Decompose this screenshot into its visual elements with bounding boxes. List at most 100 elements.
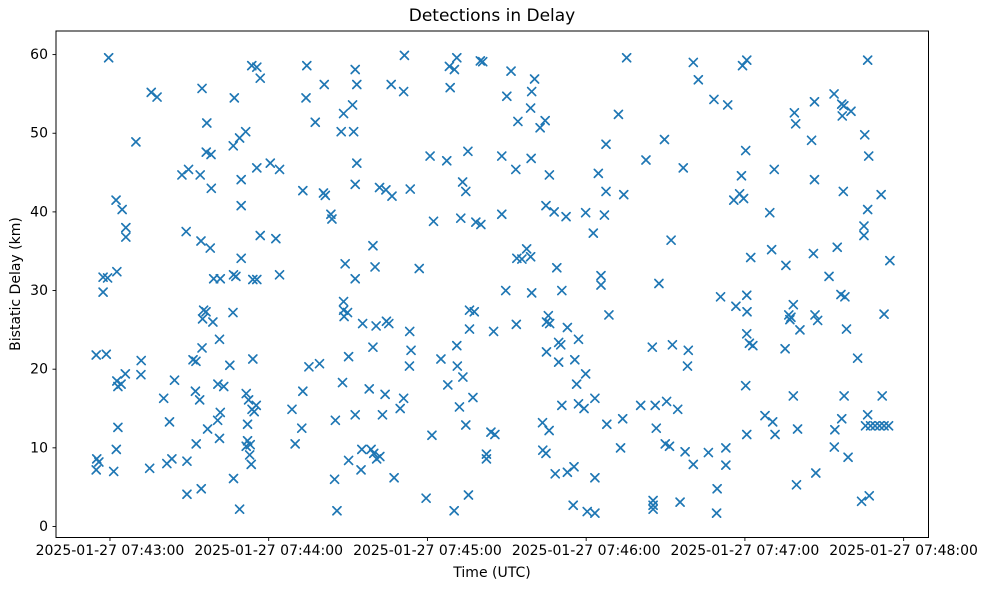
data-point-marker	[213, 379, 223, 389]
data-point-marker	[343, 351, 354, 362]
data-point-marker	[395, 403, 406, 414]
data-point-marker	[201, 118, 212, 128]
data-point-marker	[197, 314, 208, 324]
data-point-marker	[301, 93, 311, 103]
data-point-marker	[810, 310, 820, 320]
data-point-marker	[510, 164, 521, 175]
data-point-marker	[290, 439, 301, 449]
data-point-marker	[660, 439, 671, 449]
data-point-marker	[721, 460, 731, 470]
data-point-marker	[601, 139, 611, 150]
data-point-marker	[265, 158, 276, 168]
data-point-marker	[451, 340, 462, 351]
data-point-marker	[191, 356, 201, 367]
x-tick-label: 2025-01-27 07:48:00	[829, 543, 978, 559]
data-point-marker	[113, 422, 123, 433]
data-point-marker	[659, 134, 670, 145]
data-point-marker	[672, 404, 683, 415]
data-point-marker	[103, 52, 114, 63]
data-point-marker	[601, 186, 611, 197]
data-point-marker	[809, 96, 820, 107]
data-point-marker	[330, 415, 341, 426]
data-point-marker	[521, 244, 532, 254]
data-point-marker	[678, 162, 689, 173]
axes-spines	[55, 30, 929, 538]
data-point-marker	[251, 400, 262, 411]
data-point-marker	[458, 372, 468, 382]
data-point-marker	[236, 200, 247, 211]
data-point-marker	[428, 216, 439, 227]
data-point-marker	[838, 186, 849, 197]
data-point-marker	[287, 404, 297, 415]
data-point-marker	[371, 321, 381, 331]
data-point-marker	[648, 504, 658, 515]
data-point-marker	[740, 380, 751, 391]
data-point-marker	[374, 182, 385, 193]
data-point-marker	[247, 354, 258, 364]
data-point-marker	[648, 500, 658, 511]
data-point-marker	[650, 400, 661, 411]
data-point-marker	[98, 287, 108, 297]
data-point-marker	[535, 122, 545, 133]
data-point-marker	[255, 73, 266, 84]
data-point-marker	[350, 409, 361, 420]
data-point-marker	[785, 314, 795, 325]
data-point-marker	[364, 384, 375, 394]
data-point-marker	[205, 243, 216, 253]
data-point-marker	[846, 106, 856, 117]
data-point-marker	[501, 91, 512, 102]
data-point-marker	[195, 170, 206, 180]
data-point-marker	[680, 446, 690, 457]
data-point-marker	[789, 107, 800, 118]
data-point-marker	[427, 430, 437, 441]
data-point-marker	[741, 55, 752, 65]
data-point-marker	[338, 108, 349, 119]
data-point-marker	[490, 429, 500, 440]
data-point-marker	[596, 280, 606, 290]
data-point-marker	[111, 444, 122, 455]
data-point-marker	[246, 60, 257, 71]
data-point-marker	[792, 424, 803, 434]
data-point-marker	[314, 358, 325, 369]
data-point-marker	[389, 472, 399, 483]
data-point-marker	[541, 347, 552, 357]
data-point-marker	[809, 174, 820, 185]
data-point-marker	[641, 155, 651, 165]
data-point-marker	[329, 474, 340, 485]
data-point-marker	[862, 409, 873, 420]
data-point-marker	[208, 317, 218, 327]
x-tick-label: 2025-01-27 07:43:00	[36, 543, 185, 559]
data-point-marker	[568, 500, 579, 511]
data-point-marker	[454, 402, 465, 412]
data-point-marker	[356, 465, 366, 475]
data-point-marker	[500, 285, 511, 296]
x-axis-ticks: 2025-01-27 07:43:00 2025-01-27 07:44:00 20…	[36, 537, 978, 559]
data-point-marker	[214, 334, 225, 345]
data-point-marker	[270, 233, 281, 244]
data-point-marker	[838, 100, 849, 111]
data-point-marker	[144, 463, 155, 474]
data-point-marker	[247, 274, 258, 285]
data-point-marker	[350, 273, 361, 284]
data-point-marker	[368, 240, 378, 251]
data-point-marker	[556, 285, 567, 296]
data-point-marker	[351, 158, 362, 168]
data-point-marker	[654, 278, 664, 289]
data-point-marker	[852, 353, 863, 364]
data-point-marker	[829, 442, 840, 452]
data-point-marker	[715, 291, 726, 302]
data-point-marker	[405, 184, 416, 194]
data-point-marker	[604, 310, 614, 320]
data-point-marker	[829, 424, 840, 435]
data-point-marker	[588, 228, 599, 238]
data-point-marker	[340, 258, 351, 269]
data-point-marker	[368, 342, 378, 353]
data-point-marker	[517, 254, 527, 264]
data-point-marker	[117, 204, 127, 215]
data-point-marker	[590, 508, 600, 518]
x-tick-label: 2025-01-27 07:46:00	[512, 543, 661, 559]
data-point-marker	[675, 497, 685, 507]
data-point-marker	[241, 441, 252, 452]
